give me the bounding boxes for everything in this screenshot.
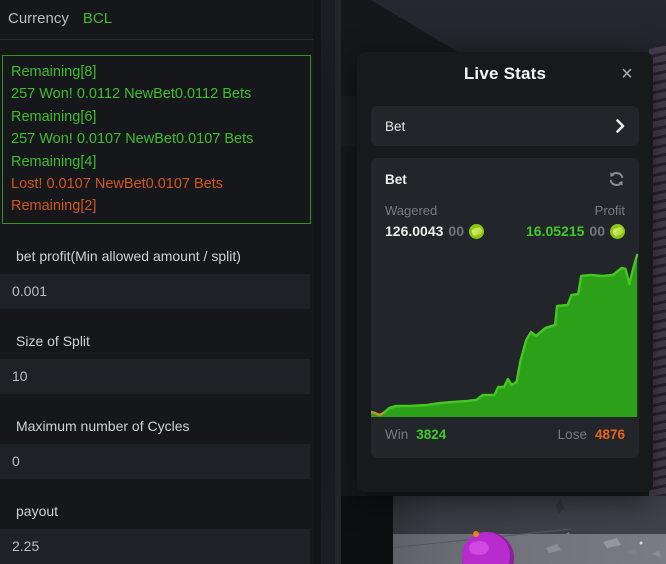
wagered-stat: Wagered 126.0043 00 [385,203,484,239]
win-value: 3824 [416,427,447,442]
bet-expander-label: Bet [385,118,406,134]
wagered-value-row: 126.0043 00 [385,223,484,239]
debris-shard [626,549,637,555]
profit-label: Profit [594,203,625,218]
bet-profit-input[interactable] [0,273,310,309]
floor-objects [462,498,661,564]
chart-line-losing-start [371,410,385,417]
bet-profit-label: bet profit(Min allowed amount / split) [16,247,241,264]
floor-dark-corner [341,496,393,564]
debris-shard [546,544,561,553]
currency-selector[interactable]: BCL [82,10,113,27]
debris-shard [651,551,661,557]
lose-value: 4876 [594,427,625,442]
close-icon[interactable]: × [615,62,639,86]
modal-header: Live Stats × [357,52,653,96]
reset-stats-button[interactable] [608,171,625,187]
profit-area-chart [371,253,639,417]
win-lose-row: Win 3824 Lose 4876 [371,421,639,452]
live-stats-modal: Live Stats × Bet Bet [357,52,653,492]
field-bet-profit: bet profit(Min allowed amount / split) [0,224,313,309]
log-line: 257 Won! 0.0112 NewBet0.0112 Bets [11,86,252,103]
background-right-wall [649,46,666,506]
floor-back-wall [341,496,666,534]
coin-icon [468,223,484,239]
field-size-of-split: Size of Split [0,309,313,394]
log-line: Remaining[8] [11,64,97,80]
chart-line [371,253,639,417]
modal-title: Live Stats [463,64,547,83]
lose-label: Lose [557,427,587,442]
bet-expander-row[interactable]: Bet [371,106,639,146]
plinko-ball-highlight [469,541,489,555]
wagered-value: 126.0043 [385,223,444,239]
field-max-cycles: Maximum number of Cycles [0,394,313,479]
chevron-right-icon [616,119,625,133]
wagered-label: Wagered [385,203,438,218]
bet-settings-sidebar: Currency BCL Remaining[8] 257 Won! 0.0112… [0,0,313,564]
bet-log[interactable]: Remaining[8] 257 Won! 0.0112 NewBet0.0112… [2,55,311,224]
chart-area-fill [371,255,638,417]
orange-marker-dot [473,531,479,537]
wall-crack [556,498,564,514]
payout-label: payout [16,502,59,519]
wagered-suffix: 00 [448,223,464,239]
panel-title-row: Bet [371,158,639,187]
profit-value: 16.05215 [526,223,585,239]
max-cycles-input[interactable] [0,443,310,479]
panel-gutter [313,0,341,564]
live-stats-chart [371,245,639,421]
coin-icon [610,223,625,239]
size-of-split-input[interactable] [0,358,310,394]
stats-row: Wagered 126.0043 00 Profit 16.05215 00 [371,187,639,239]
currency-row: Currency BCL [0,0,313,40]
log-line: Remaining[2] [11,198,97,215]
debris-shard [603,538,621,548]
profit-suffix: 00 [589,223,605,239]
max-cycles-label: Maximum number of Cycles [16,417,190,434]
log-line: Lost! 0.0107 NewBet0.0107 Bets [11,176,224,193]
lose-stat: Lose 4876 [558,427,625,442]
log-line: Remaining[6] [11,108,97,125]
log-line: 257 Won! 0.0107 NewBet0.0107 Bets [11,131,254,148]
win-label: Win [385,427,409,442]
log-line: Remaining[4] [11,153,97,170]
size-of-split-label: Size of Split [16,332,90,349]
currency-label: Currency [8,10,69,27]
game-floor-scene [341,496,666,564]
profit-stat: Profit 16.05215 00 [526,203,625,239]
win-stat: Win 3824 [385,427,446,442]
panel-title: Bet [385,171,407,187]
profit-value-row: 16.05215 00 [526,223,625,239]
debris-shard [563,532,571,538]
debris-speck [639,541,643,545]
refresh-icon [609,172,624,186]
bet-stats-panel: Bet Wagered 126.0043 00 [371,158,639,458]
field-payout: payout [0,479,313,564]
payout-input[interactable] [0,528,310,564]
